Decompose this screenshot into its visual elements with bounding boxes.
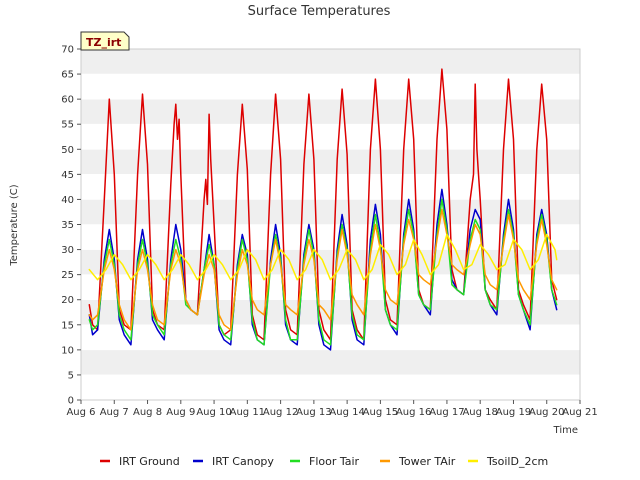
x-tick-label: Aug 21	[562, 407, 597, 418]
grid-band	[81, 49, 580, 75]
legend-label: IRT Canopy	[212, 455, 274, 468]
series-line-floor-tair	[88, 198, 558, 346]
x-tick-label: Aug 20	[529, 407, 564, 418]
chart-title: Surface Temperatures	[248, 4, 391, 19]
x-tick-label: Aug 7	[100, 407, 129, 418]
y-tick-label: 55	[61, 120, 74, 131]
y-tick-label: 5	[68, 370, 74, 381]
x-tick-label: Aug 10	[196, 407, 231, 418]
y-tick-label: 10	[61, 345, 74, 356]
legend-label: TsoilD_2cm	[486, 455, 548, 468]
grid-band	[81, 249, 580, 275]
x-tick-label: Aug 18	[462, 407, 497, 418]
legend: IRT Ground IRT Canopy Floor Tair Tower TAir…	[100, 455, 548, 468]
y-tick-label: 60	[61, 95, 74, 106]
x-tick-label: Aug 12	[263, 407, 298, 418]
station-badge: TZ_irt	[80, 31, 130, 51]
x-tick-label: Aug 17	[429, 407, 464, 418]
y-tick-label: 25	[61, 270, 74, 281]
series-line-irt-ground	[88, 68, 558, 341]
x-tick-label: Aug 15	[363, 407, 398, 418]
x-tick-label: Aug 11	[230, 407, 265, 418]
x-tick-label: Aug 13	[296, 407, 331, 418]
y-axis-title: Temperature (C)	[9, 184, 20, 266]
y-tick-label: 35	[61, 220, 74, 231]
series-line-tsoild-2cm	[88, 233, 558, 281]
x-tick-label: Aug 8	[133, 407, 162, 418]
y-tick-label: 30	[61, 245, 74, 256]
y-tick-label: 45	[61, 170, 74, 181]
y-tick-label: 40	[61, 195, 74, 206]
legend-label: Tower TAir	[398, 455, 456, 468]
x-tick-label: Aug 6	[66, 407, 95, 418]
x-tick-label: Aug 14	[329, 407, 364, 418]
y-tick-label: 20	[61, 295, 74, 306]
y-axis: 0 5 10 15 20 25 30 35 40 45 50 55 60 65 70	[61, 45, 81, 407]
x-tick-label: Aug 19	[496, 407, 531, 418]
grid-band	[81, 149, 580, 175]
grid-bands	[81, 48, 580, 401]
legend-label: Floor Tair	[309, 455, 360, 468]
badge-shape	[80, 31, 130, 51]
y-tick-label: 0	[68, 396, 74, 407]
y-tick-label: 50	[61, 145, 74, 156]
x-tick-label: Aug 9	[166, 407, 195, 418]
series-lines	[88, 68, 558, 351]
x-axis-title: Time	[553, 425, 578, 436]
legend-label: IRT Ground	[119, 455, 180, 468]
y-tick-label: 65	[61, 70, 74, 81]
x-tick-label: Aug 16	[396, 407, 431, 418]
y-tick-label: 15	[61, 320, 74, 331]
grid-band	[81, 199, 580, 225]
grid-band	[81, 99, 580, 125]
grid-band	[81, 349, 580, 375]
y-tick-label: 70	[61, 45, 74, 56]
series-line-tower-tair	[88, 208, 558, 331]
badge-label: TZ_irt	[86, 36, 121, 49]
